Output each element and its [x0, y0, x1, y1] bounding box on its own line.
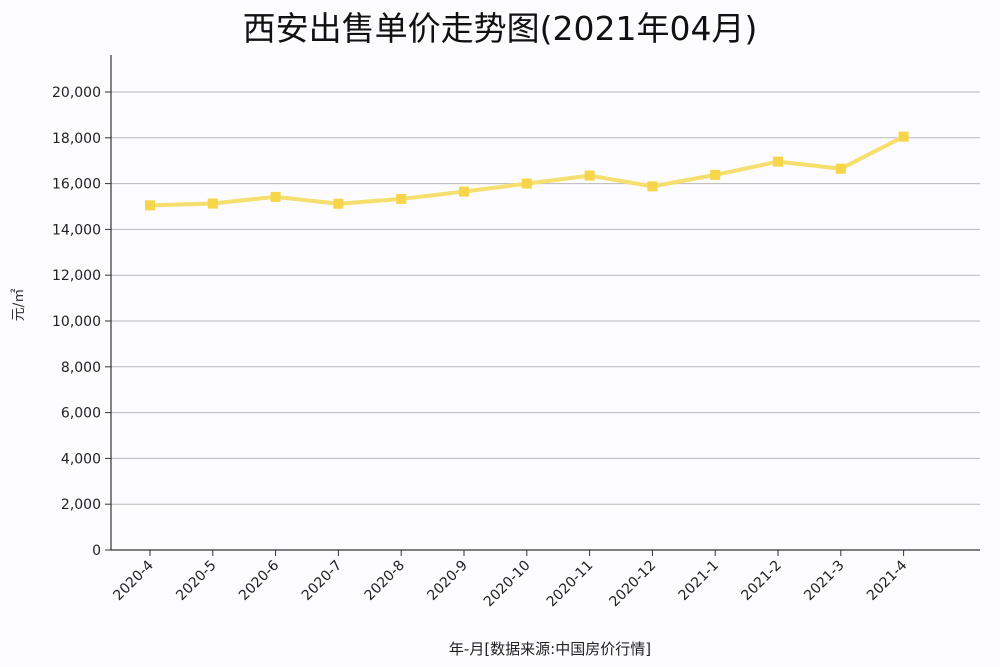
data-point [207, 198, 218, 209]
y-tick-label: 8,000 [61, 360, 101, 376]
series-line [148, 134, 906, 208]
y-tick-label: 12,000 [52, 268, 101, 284]
data-point [647, 181, 658, 192]
x-tick-label: 2020-10 [481, 558, 534, 611]
y-tick-label: 0 [92, 543, 101, 559]
y-tick-label: 4,000 [61, 451, 101, 467]
y-axis-label: 元/㎡ [11, 288, 27, 322]
data-point [710, 169, 721, 180]
y-tick-label: 14,000 [52, 222, 101, 238]
data-point [270, 191, 281, 202]
data-point [835, 163, 846, 174]
data-point [773, 156, 783, 167]
y-tick-label: 10,000 [52, 314, 101, 330]
y-tick-label: 18,000 [52, 131, 101, 147]
x-tick-label: 2020-8 [362, 558, 408, 604]
x-tick-label: 2020-5 [173, 558, 219, 604]
data-point [459, 186, 469, 197]
x-axis-label: 年-月[数据来源:中国房价行情] [448, 640, 652, 658]
data-point [145, 200, 155, 211]
data-point [333, 198, 344, 209]
data-point [396, 193, 407, 204]
x-tick-label: 2021-3 [801, 558, 847, 604]
y-tick-label: 16,000 [52, 177, 101, 193]
x-tick-label: 2020-12 [607, 558, 660, 611]
x-tick-label: 2020-4 [110, 557, 156, 603]
x-tick-label: 2020-11 [544, 558, 597, 611]
x-tick-label: 2020-7 [299, 558, 345, 604]
y-tick-label: 2,000 [61, 497, 101, 513]
data-point [898, 131, 909, 142]
x-tick-label: 2021-2 [738, 558, 784, 604]
data-point [521, 178, 532, 189]
data-point [584, 170, 595, 181]
chart-title: 西安出售单价走势图(2021年04月) [242, 9, 758, 48]
y-tick-label: 20,000 [52, 85, 101, 101]
x-tick-label: 2020-6 [236, 557, 282, 603]
y-tick-label: 6,000 [61, 406, 101, 422]
x-tick-label: 2021-1 [676, 558, 722, 604]
x-tick-label: 2021-4 [864, 557, 910, 603]
x-tick-label: 2020-9 [424, 558, 470, 604]
